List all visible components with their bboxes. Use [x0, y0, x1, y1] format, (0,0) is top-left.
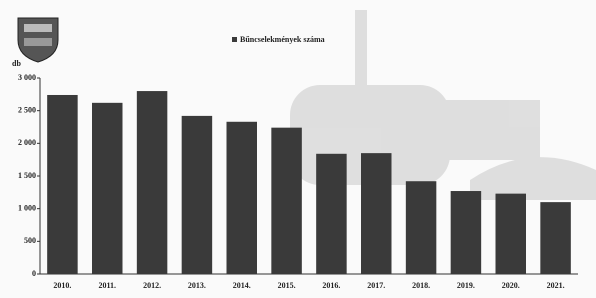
bar — [137, 91, 167, 274]
bar — [451, 191, 481, 274]
bar — [406, 181, 436, 274]
x-tick-label: 2020. — [502, 281, 520, 290]
x-tick-label: 2015. — [278, 281, 296, 290]
y-tick-label: 1 000 — [18, 203, 36, 212]
x-tick-label: 2012. — [143, 281, 161, 290]
x-tick-label: 2014. — [233, 281, 251, 290]
y-tick-label: 500 — [24, 236, 36, 245]
x-tick-label: 2018. — [412, 281, 430, 290]
y-tick-label: 2 500 — [18, 105, 36, 114]
x-tick-label: 2019. — [457, 281, 475, 290]
bar — [227, 122, 257, 274]
x-tick-label: 2010. — [53, 281, 71, 290]
x-tick-label: 2017. — [367, 281, 385, 290]
bar — [540, 202, 570, 274]
y-axis-label: db — [12, 59, 21, 68]
bar — [92, 103, 122, 274]
bar — [496, 194, 526, 274]
bar — [47, 95, 77, 274]
x-tick-label: 2016. — [322, 281, 340, 290]
bar — [361, 153, 391, 274]
y-tick-label: 2 000 — [18, 138, 36, 147]
legend-marker — [232, 37, 237, 42]
bar — [316, 154, 346, 274]
legend-label: Bűncselekmények száma — [240, 35, 325, 44]
y-tick-label: 1 500 — [18, 171, 36, 180]
x-tick-label: 2021. — [547, 281, 565, 290]
chart: Bűncselekmények száma db 0 500 1 000 1 500 2… — [0, 0, 596, 298]
bar — [182, 116, 212, 274]
x-tick-label: 2011. — [98, 281, 116, 290]
y-tick-label: 3 000 — [18, 73, 36, 82]
x-tick-label: 2013. — [188, 281, 206, 290]
y-tick-label: 0 — [32, 269, 36, 278]
bar — [271, 128, 301, 274]
